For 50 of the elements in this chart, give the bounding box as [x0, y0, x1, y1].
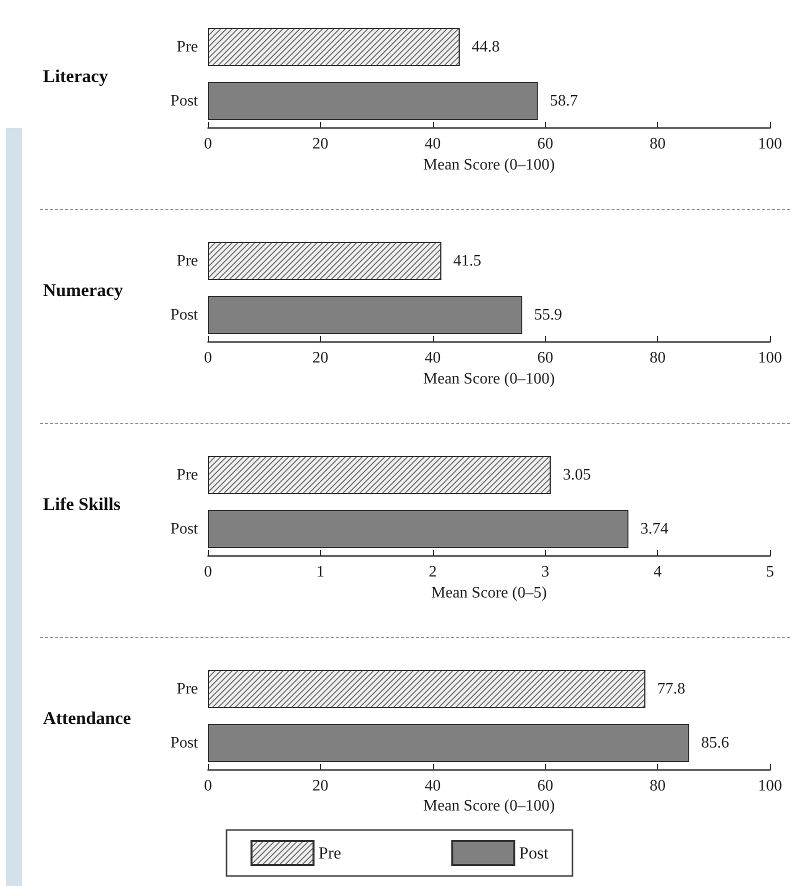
x-tick-label: 5: [766, 564, 774, 580]
x-tick-label: 60: [537, 778, 554, 794]
text: Literacy: [43, 66, 108, 86]
x-tick-label: 0: [204, 350, 212, 366]
x-tick-label: 100: [758, 350, 782, 366]
x-tick-label: 0: [204, 564, 212, 580]
data-label: 77.8: [657, 680, 686, 698]
text: Numeracy: [43, 280, 123, 300]
data-label: 44.8: [472, 38, 500, 56]
x-axis-title: Mean Score (0–5): [431, 584, 547, 602]
x-axis-title: Mean Score (0–100): [423, 156, 555, 174]
x-tick-label: 40: [424, 778, 441, 794]
y-tick-label: Pre: [176, 680, 198, 698]
x-tick-label: 80: [650, 136, 666, 152]
data-label: 3.74: [640, 520, 668, 538]
legend-label: Post: [519, 844, 549, 862]
x-tick-label: 3: [541, 564, 550, 580]
data-label: 55.9: [534, 306, 562, 324]
x-tick-label: 20: [312, 136, 328, 152]
x-tick-label: 4: [654, 564, 662, 580]
text: Attendance: [43, 708, 131, 728]
y-tick-label: Post: [170, 734, 199, 752]
y-tick-label: Post: [170, 306, 199, 324]
y-tick-label: Post: [170, 520, 199, 538]
x-tick-label: 100: [758, 136, 782, 152]
x-axis-title: Mean Score (0–100): [423, 798, 555, 814]
x-axis-title: Mean Score (0–100): [423, 370, 555, 388]
data-label: 58.7: [550, 92, 578, 110]
x-tick-label: 80: [650, 778, 666, 794]
x-tick-label: 100: [758, 778, 782, 794]
x-tick-label: 40: [424, 350, 441, 366]
text: Life Skills: [43, 494, 121, 514]
x-tick-label: 1: [316, 564, 324, 580]
data-label: 41.5: [453, 252, 482, 270]
x-tick-label: 60: [537, 136, 554, 152]
x-tick-label: 20: [312, 350, 328, 366]
data-label: 85.6: [701, 734, 730, 752]
x-tick-label: 2: [428, 564, 437, 580]
data-label: 3.05: [562, 466, 591, 484]
y-tick-label: Pre: [176, 466, 198, 484]
x-tick-label: 80: [650, 350, 666, 366]
x-tick-label: 20: [312, 778, 328, 794]
y-tick-label: Pre: [176, 38, 198, 56]
x-tick-label: 0: [204, 136, 212, 152]
x-tick-label: 40: [424, 136, 441, 152]
x-tick-label: 60: [537, 350, 554, 366]
x-tick-label: 0: [204, 778, 212, 794]
y-tick-label: Pre: [176, 252, 198, 270]
y-tick-label: Post: [170, 92, 199, 110]
legend-label: Pre: [318, 844, 342, 862]
